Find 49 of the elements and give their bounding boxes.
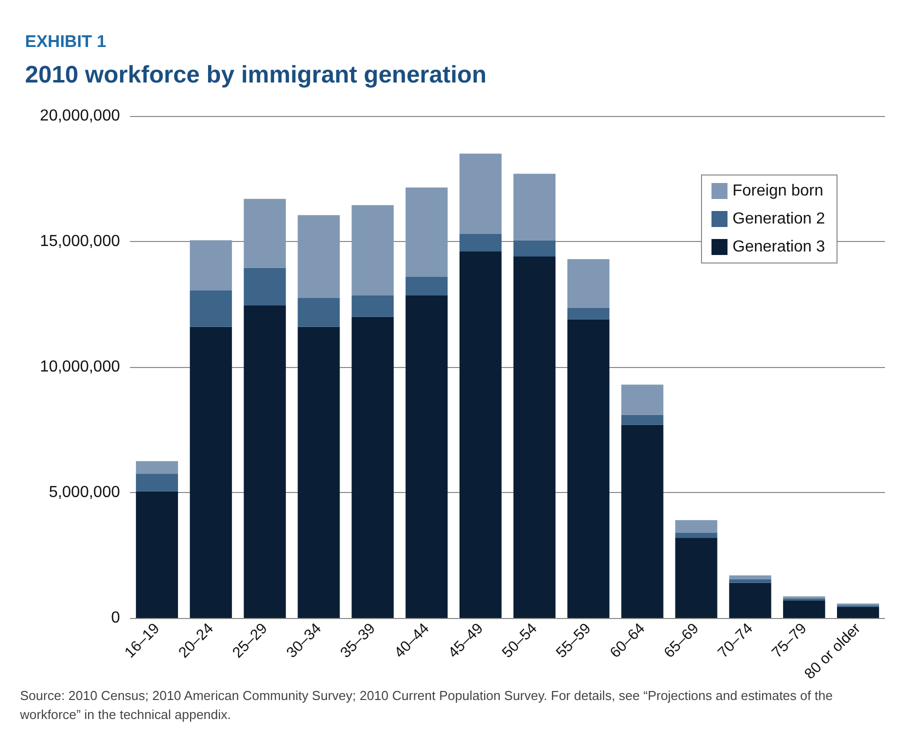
- bar: [513, 174, 556, 240]
- bar: [406, 295, 448, 618]
- bar: [406, 276, 448, 296]
- bar: [837, 606, 880, 618]
- y-tick-label: 15,000,000: [40, 233, 120, 250]
- bar: [783, 600, 826, 618]
- bar: [729, 579, 772, 583]
- bar: [136, 461, 178, 474]
- bar: [513, 240, 556, 257]
- bar: [190, 290, 232, 327]
- legend-label: Generation 3: [732, 238, 826, 256]
- bar: [621, 384, 664, 415]
- bar: [675, 532, 718, 538]
- bar: [190, 240, 232, 290]
- bar: [244, 268, 286, 306]
- bar: [567, 308, 610, 320]
- source-note: Source: 2010 Census; 2010 American Community Survey; 2010 Current Population Survey. For details, see “Projections and estimates of the workforce” in the technical appendix.: [19, 688, 836, 722]
- bar: [460, 234, 502, 252]
- bar: [352, 205, 394, 296]
- bar: [136, 474, 178, 492]
- bar: [567, 319, 610, 618]
- bar: [513, 256, 556, 618]
- bar: [136, 491, 178, 618]
- bar: [352, 295, 394, 317]
- bar: [675, 538, 718, 618]
- y-tick-label: 5,000,000: [48, 484, 120, 501]
- bar: [298, 326, 340, 618]
- chart-title: 2010 workforce by immigrant generation: [25, 62, 486, 88]
- bar: [460, 154, 502, 234]
- bar: [621, 424, 664, 618]
- bar: [406, 188, 448, 277]
- bar: [298, 298, 340, 327]
- bar: [729, 582, 772, 618]
- bar: [244, 198, 286, 268]
- bar: [352, 316, 394, 618]
- bar: [621, 414, 664, 425]
- bar: [729, 575, 772, 580]
- y-tick-label: 20,000,000: [40, 108, 120, 124]
- bar: [298, 215, 340, 298]
- y-tick-label: 0: [111, 610, 120, 626]
- y-tick-label: 10,000,000: [40, 358, 120, 376]
- bar: [567, 259, 610, 308]
- bar: [244, 306, 286, 618]
- bar: [190, 326, 232, 618]
- bar: [675, 520, 718, 533]
- legend-label: Foreign born: [732, 182, 824, 200]
- bar: [460, 252, 502, 618]
- chart-subtitle: EXHIBIT 1: [25, 32, 106, 51]
- legend-label: Generation 2: [732, 210, 826, 228]
